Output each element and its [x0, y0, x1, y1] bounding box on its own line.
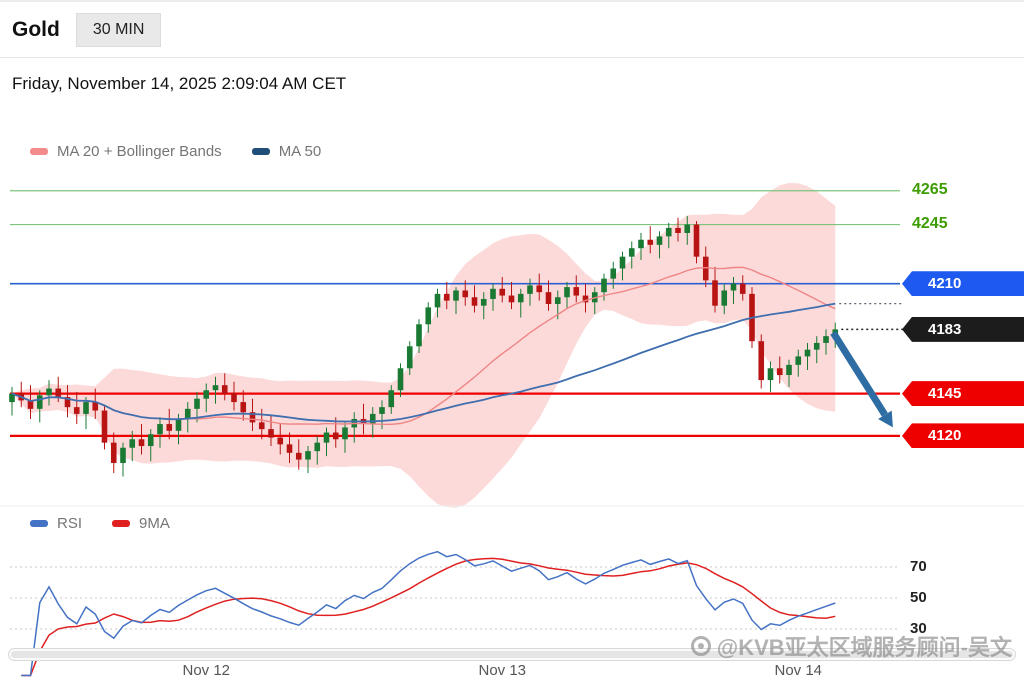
- ma20-bollinger-swatch-icon: [30, 148, 48, 155]
- rsi-9ma-swatch-icon: [112, 520, 131, 527]
- header-bar: Gold 30 MIN: [0, 0, 1024, 58]
- watermark: @KVB亚太区域服务顾问-吴文: [690, 630, 1012, 662]
- ma50-swatch-icon: [251, 148, 270, 155]
- watermark-text: @KVB亚太区域服务顾问-吴文: [716, 635, 1012, 660]
- watermark-logo-icon: [690, 636, 711, 656]
- ma50-legend-label: MA 50: [278, 143, 322, 160]
- rsi-legend: RSI 9MA: [30, 515, 170, 532]
- symbol-title: Gold: [12, 17, 60, 41]
- timeframe-button[interactable]: 30 MIN: [75, 12, 162, 47]
- main-chart-legend: MA 20 + Bollinger Bands MA 50: [30, 143, 321, 160]
- rsi-swatch-icon: [30, 520, 48, 527]
- rsi-9ma-legend-label: 9MA: [139, 515, 170, 532]
- rsi-legend-label: RSI: [57, 515, 83, 532]
- ma20-bollinger-legend-label: MA 20 + Bollinger Bands: [57, 143, 222, 160]
- horizontal-scrollbar[interactable]: [8, 648, 1016, 661]
- scrollbar-thumb[interactable]: [11, 651, 1013, 658]
- datetime-label: Friday, November 14, 2025 2:09:04 AM CET: [12, 74, 347, 93]
